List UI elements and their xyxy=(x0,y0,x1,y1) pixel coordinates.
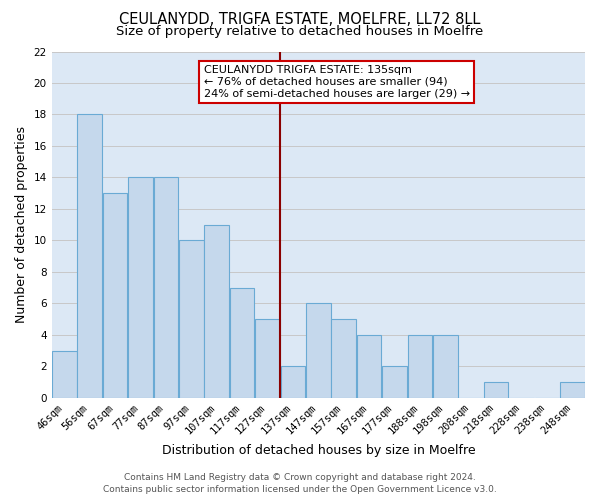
Bar xyxy=(154,178,178,398)
Bar xyxy=(484,382,508,398)
Text: CEULANYDD, TRIGFA ESTATE, MOELFRE, LL72 8LL: CEULANYDD, TRIGFA ESTATE, MOELFRE, LL72 … xyxy=(119,12,481,28)
Bar xyxy=(306,304,331,398)
Bar xyxy=(255,319,280,398)
Bar xyxy=(103,193,127,398)
Bar xyxy=(281,366,305,398)
Y-axis label: Number of detached properties: Number of detached properties xyxy=(15,126,28,323)
Bar xyxy=(560,382,584,398)
Bar xyxy=(179,240,203,398)
Text: CEULANYDD TRIGFA ESTATE: 135sqm
← 76% of detached houses are smaller (94)
24% of: CEULANYDD TRIGFA ESTATE: 135sqm ← 76% of… xyxy=(203,66,470,98)
Text: Contains HM Land Registry data © Crown copyright and database right 2024.
Contai: Contains HM Land Registry data © Crown c… xyxy=(103,472,497,494)
Bar xyxy=(205,224,229,398)
Bar xyxy=(128,178,153,398)
Bar xyxy=(407,335,432,398)
Bar xyxy=(52,350,77,398)
Bar xyxy=(382,366,407,398)
Bar xyxy=(77,114,102,398)
Bar xyxy=(433,335,458,398)
X-axis label: Distribution of detached houses by size in Moelfre: Distribution of detached houses by size … xyxy=(161,444,475,458)
Text: Size of property relative to detached houses in Moelfre: Size of property relative to detached ho… xyxy=(116,25,484,38)
Bar xyxy=(357,335,382,398)
Bar xyxy=(230,288,254,398)
Bar xyxy=(331,319,356,398)
